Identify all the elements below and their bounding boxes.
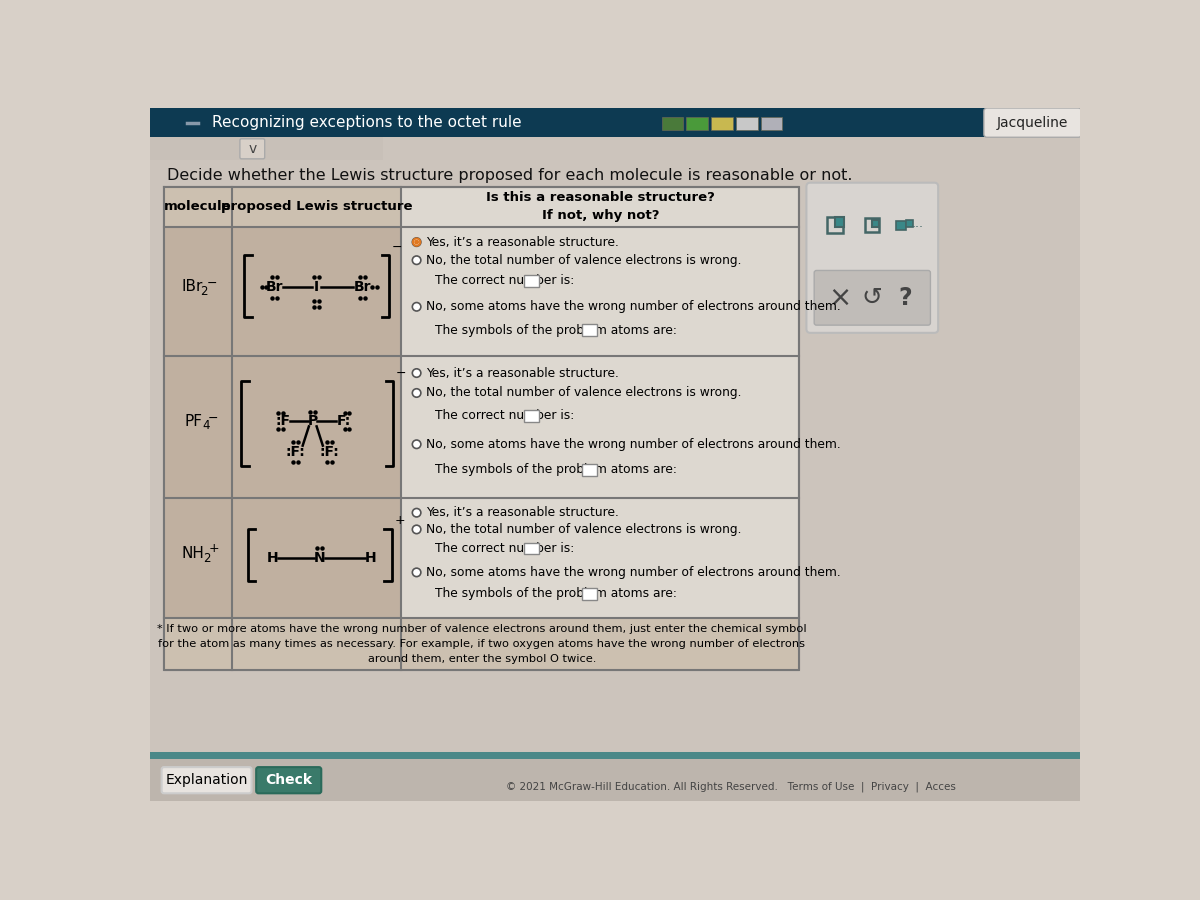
Circle shape — [413, 508, 421, 517]
Text: PF: PF — [185, 413, 203, 428]
FancyBboxPatch shape — [164, 617, 799, 670]
Text: :F:: :F: — [320, 445, 340, 459]
FancyBboxPatch shape — [712, 117, 733, 130]
Text: v: v — [248, 142, 257, 156]
Circle shape — [413, 302, 421, 311]
FancyBboxPatch shape — [806, 183, 938, 333]
FancyBboxPatch shape — [164, 499, 401, 617]
FancyBboxPatch shape — [761, 117, 782, 130]
FancyBboxPatch shape — [164, 186, 401, 227]
Text: Br: Br — [354, 281, 371, 294]
FancyBboxPatch shape — [150, 759, 1080, 801]
FancyBboxPatch shape — [736, 117, 757, 130]
Text: N: N — [314, 551, 325, 565]
FancyBboxPatch shape — [984, 108, 1081, 138]
Text: −: − — [206, 277, 217, 290]
Text: ...: ... — [912, 217, 924, 230]
Text: −: − — [396, 366, 406, 380]
FancyBboxPatch shape — [686, 117, 708, 130]
Circle shape — [413, 568, 421, 577]
Text: The correct number is:: The correct number is: — [436, 274, 575, 287]
Text: 2: 2 — [203, 552, 210, 564]
Text: Decide whether the Lewis structure proposed for each molecule is reasonable or n: Decide whether the Lewis structure propo… — [167, 168, 852, 184]
FancyBboxPatch shape — [150, 108, 1080, 138]
FancyBboxPatch shape — [582, 464, 598, 476]
FancyBboxPatch shape — [240, 139, 265, 158]
Text: molecule: molecule — [164, 200, 232, 213]
Text: ?: ? — [898, 286, 912, 310]
Text: ×: × — [828, 284, 851, 312]
Text: The symbols of the problem atoms are:: The symbols of the problem atoms are: — [436, 324, 677, 337]
FancyBboxPatch shape — [150, 138, 383, 160]
Text: :F: :F — [276, 414, 290, 428]
FancyBboxPatch shape — [164, 186, 799, 670]
Text: proposed Lewis structure: proposed Lewis structure — [221, 200, 413, 213]
Text: No, the total number of valence electrons is wrong.: No, the total number of valence electron… — [426, 523, 742, 536]
FancyBboxPatch shape — [896, 221, 906, 230]
Text: No, some atoms have the wrong number of electrons around them.: No, some atoms have the wrong number of … — [426, 437, 841, 451]
FancyBboxPatch shape — [835, 217, 845, 227]
Text: F:: F: — [337, 414, 350, 428]
Text: I: I — [314, 281, 319, 294]
Text: +: + — [209, 543, 220, 555]
Text: The symbols of the problem atoms are:: The symbols of the problem atoms are: — [436, 588, 677, 600]
Text: Check: Check — [265, 773, 312, 788]
Text: Yes, it’s a reasonable structure.: Yes, it’s a reasonable structure. — [426, 506, 619, 519]
Text: NH: NH — [182, 546, 205, 561]
Text: Br: Br — [266, 281, 283, 294]
Text: No, some atoms have the wrong number of electrons around them.: No, some atoms have the wrong number of … — [426, 566, 841, 579]
FancyBboxPatch shape — [827, 217, 842, 233]
FancyBboxPatch shape — [582, 588, 598, 599]
FancyBboxPatch shape — [150, 752, 1080, 759]
Text: P: P — [307, 414, 318, 428]
Text: H: H — [365, 551, 376, 565]
Text: :F:: :F: — [286, 445, 306, 459]
FancyBboxPatch shape — [164, 356, 401, 499]
Circle shape — [413, 526, 421, 534]
Circle shape — [413, 440, 421, 448]
Text: Yes, it’s a reasonable structure.: Yes, it’s a reasonable structure. — [426, 366, 619, 380]
FancyBboxPatch shape — [150, 108, 1080, 801]
Text: H: H — [266, 551, 278, 565]
Text: The symbols of the problem atoms are:: The symbols of the problem atoms are: — [436, 464, 677, 476]
FancyBboxPatch shape — [906, 220, 913, 228]
Text: ↺: ↺ — [862, 286, 883, 310]
Text: No, some atoms have the wrong number of electrons around them.: No, some atoms have the wrong number of … — [426, 301, 841, 313]
FancyBboxPatch shape — [865, 218, 880, 232]
Text: Explanation: Explanation — [166, 773, 247, 788]
FancyBboxPatch shape — [871, 220, 880, 228]
Text: The correct number is:: The correct number is: — [436, 542, 575, 555]
Text: © 2021 McGraw-Hill Education. All Rights Reserved.   Terms of Use  |  Privacy  |: © 2021 McGraw-Hill Education. All Rights… — [506, 782, 956, 792]
Text: IBr: IBr — [181, 279, 203, 294]
Circle shape — [414, 239, 419, 245]
Text: −: − — [208, 411, 218, 425]
Text: +: + — [394, 514, 404, 527]
FancyBboxPatch shape — [256, 767, 322, 793]
Text: Recognizing exceptions to the octet rule: Recognizing exceptions to the octet rule — [212, 115, 522, 130]
Text: 4: 4 — [202, 419, 210, 432]
Text: −: − — [391, 240, 402, 254]
Text: Is this a reasonable structure?
If not, why not?: Is this a reasonable structure? If not, … — [486, 191, 715, 222]
Circle shape — [413, 389, 421, 397]
Text: 2: 2 — [200, 284, 208, 298]
FancyBboxPatch shape — [523, 275, 539, 287]
FancyBboxPatch shape — [523, 543, 539, 554]
FancyBboxPatch shape — [164, 227, 401, 356]
Circle shape — [413, 369, 421, 377]
Text: Yes, it’s a reasonable structure.: Yes, it’s a reasonable structure. — [426, 236, 619, 248]
FancyBboxPatch shape — [661, 117, 683, 130]
FancyBboxPatch shape — [814, 271, 930, 325]
Text: No, the total number of valence electrons is wrong.: No, the total number of valence electron… — [426, 386, 742, 400]
Text: No, the total number of valence electrons is wrong.: No, the total number of valence electron… — [426, 254, 742, 266]
FancyBboxPatch shape — [162, 767, 252, 793]
FancyBboxPatch shape — [582, 324, 598, 336]
FancyBboxPatch shape — [523, 410, 539, 421]
Text: * If two or more atoms have the wrong number of valence electrons around them, j: * If two or more atoms have the wrong nu… — [157, 624, 806, 663]
Circle shape — [413, 238, 421, 247]
Circle shape — [413, 256, 421, 265]
Text: Jacqueline: Jacqueline — [997, 115, 1068, 130]
Text: The correct number is:: The correct number is: — [436, 410, 575, 422]
